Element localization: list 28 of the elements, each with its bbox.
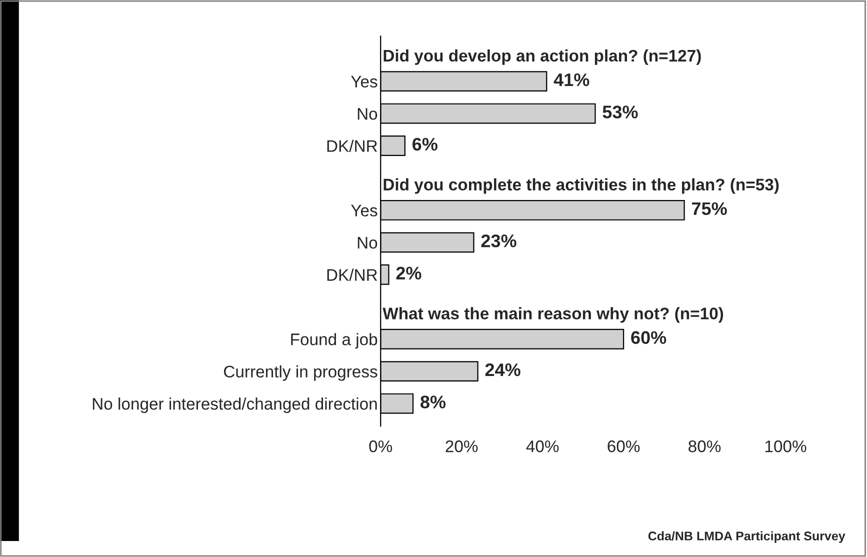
data-label: 8% bbox=[420, 396, 446, 408]
data-label: 23% bbox=[481, 234, 516, 248]
y-tick-label: No longer interested/changed direction bbox=[92, 398, 377, 414]
text: Cda/NB LMDA Participant Survey bbox=[648, 531, 846, 543]
data-label: 24% bbox=[485, 363, 520, 376]
y-tick-label: DK/NR bbox=[327, 268, 378, 281]
y-tick-label: Currently in progress bbox=[224, 365, 378, 381]
annotation: Did you develop an action plan? (n=127) bbox=[384, 49, 701, 65]
y-tick-label: No bbox=[358, 237, 378, 249]
data-label: 75% bbox=[692, 202, 727, 216]
data-label: 6% bbox=[412, 138, 438, 151]
x-tick-label: 0% bbox=[369, 440, 392, 452]
y-tick-label: No bbox=[358, 108, 378, 120]
data-label: 41% bbox=[554, 73, 590, 86]
annotation: What was the main reason why not? (n=10) bbox=[382, 307, 724, 323]
data-label: 2% bbox=[396, 266, 422, 280]
y-tick-label: Yes bbox=[351, 76, 378, 88]
y-tick-label: Found a job bbox=[291, 333, 378, 349]
y-tick-label: DK/NR bbox=[327, 140, 378, 152]
x-tick-label: 60% bbox=[608, 440, 640, 452]
x-tick-label: 20% bbox=[446, 440, 478, 452]
x-tick-label: 40% bbox=[526, 440, 559, 452]
x-tick-label: 100% bbox=[765, 440, 806, 452]
data-label: 53% bbox=[602, 106, 638, 118]
annotation: Did you complete the activities in the plan? (n=53) bbox=[384, 178, 779, 194]
x-tick-label: 80% bbox=[688, 440, 721, 452]
y-tick-label: Yes bbox=[351, 204, 378, 216]
data-label: 60% bbox=[631, 331, 666, 344]
